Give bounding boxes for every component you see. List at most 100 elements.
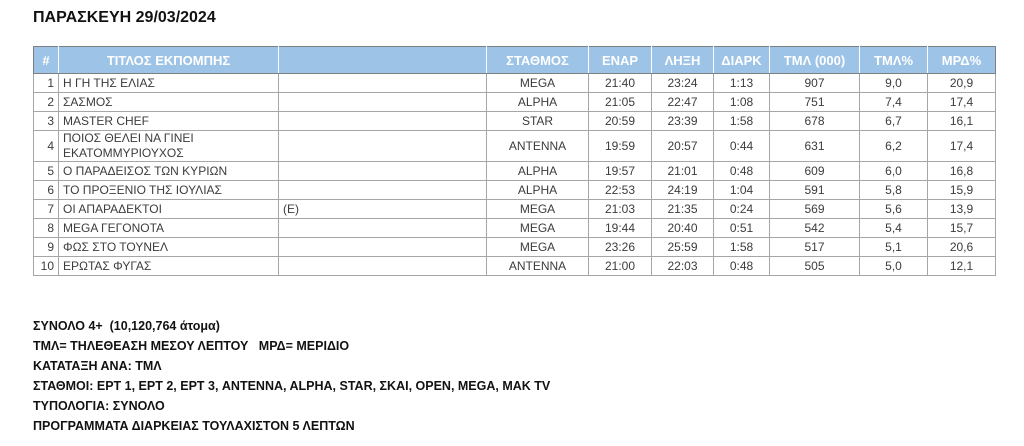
cell-end: 20:40 [651, 218, 714, 238]
cell-station: ANTENNA [486, 130, 589, 162]
cell-rank: 7 [33, 199, 59, 219]
cell-end: 21:35 [651, 199, 714, 219]
cell-station: ALPHA [486, 161, 589, 181]
table-row: 2 ΣΑΣΜΟΣ ALPHA 21:05 22:47 1:08 751 7,4 … [33, 92, 996, 112]
cell-station: MEGA [486, 199, 589, 219]
cell-station: MEGA [486, 218, 589, 238]
cell-tml-pct: 5,4 [859, 218, 928, 238]
cell-duration: 0:44 [713, 130, 770, 162]
page-title: ΠΑΡΑΣΚΕΥΗ 29/03/2024 [33, 9, 216, 26]
cell-mrd-pct: 16,1 [927, 111, 996, 131]
cell-title: Ο ΠΑΡΑΔΕΙΣΟΣ ΤΩΝ ΚΥΡΙΩΝ [58, 161, 279, 181]
cell-end: 21:01 [651, 161, 714, 181]
cell-start: 23:26 [588, 237, 652, 257]
cell-duration: 1:08 [713, 92, 770, 112]
cell-end: 25:59 [651, 237, 714, 257]
cell-end: 24:19 [651, 180, 714, 200]
cell-start: 21:05 [588, 92, 652, 112]
cell-title: Η ΓΗ ΤΗΣ ΕΛΙΑΣ [58, 73, 279, 93]
cell-note [278, 218, 487, 238]
cell-tml-000: 609 [769, 161, 860, 181]
cell-station: ALPHA [486, 180, 589, 200]
table-row: 1 Η ΓΗ ΤΗΣ ΕΛΙΑΣ MEGA 21:40 23:24 1:13 9… [33, 73, 996, 93]
cell-tml-000: 517 [769, 237, 860, 257]
cell-title: ΠΟΙΟΣ ΘΕΛΕΙ ΝΑ ΓΙΝΕΙ ΕΚΑΤΟΜΜΥΡΙΟΥΧΟΣ [58, 130, 279, 162]
cell-start: 22:53 [588, 180, 652, 200]
table-row: 9 ΦΩΣ ΣΤΟ ΤΟΥΝΕΛ MEGA 23:26 25:59 1:58 5… [33, 237, 996, 257]
col-header-note [278, 46, 487, 74]
col-header-end: ΛΗΞΗ [651, 46, 714, 74]
cell-note [278, 111, 487, 131]
footnotes: ΣΥΝΟΛΟ 4+ (10,120,764 άτομα) ΤΜΛ= ΤΗΛΕΘΕ… [33, 319, 1024, 433]
cell-tml-000: 751 [769, 92, 860, 112]
cell-start: 19:44 [588, 218, 652, 238]
cell-tml-000: 678 [769, 111, 860, 131]
cell-mrd-pct: 13,9 [927, 199, 996, 219]
cell-note [278, 92, 487, 112]
cell-station: STAR [486, 111, 589, 131]
cell-title: ΟΙ ΑΠΑΡΑΔΕΚΤΟΙ [58, 199, 279, 219]
cell-duration: 0:48 [713, 161, 770, 181]
cell-note [278, 180, 487, 200]
footnote-abbreviations: ΤΜΛ= ΤΗΛΕΘΕΑΣΗ ΜΕΣΟΥ ΛΕΠΤΟΥ ΜΡΔ= ΜΕΡΙΔΙΟ [33, 339, 350, 353]
col-header-tml-pct: ΤΜΛ% [859, 46, 928, 74]
cell-rank: 5 [33, 161, 59, 181]
cell-start: 21:00 [588, 256, 652, 276]
cell-duration: 0:24 [713, 199, 770, 219]
table-row: 5 Ο ΠΑΡΑΔΕΙΣΟΣ ΤΩΝ ΚΥΡΙΩΝ ALPHA 19:57 21… [33, 161, 996, 181]
cell-mrd-pct: 20,6 [927, 237, 996, 257]
cell-rank: 8 [33, 218, 59, 238]
cell-duration: 1:13 [713, 73, 770, 93]
cell-tml-pct: 5,8 [859, 180, 928, 200]
cell-title: ΦΩΣ ΣΤΟ ΤΟΥΝΕΛ [58, 237, 279, 257]
table-row: 8 MEGA ΓΕΓΟΝΟΤΑ MEGA 19:44 20:40 0:51 54… [33, 218, 996, 238]
header-row: # ΤΙΤΛΟΣ ΕΚΠΟΜΠΗΣ ΣΤΑΘΜΟΣ ΕΝΑΡ ΛΗΞΗ ΔΙΑΡ… [33, 46, 996, 74]
cell-station: MEGA [486, 73, 589, 93]
table-row: 4 ΠΟΙΟΣ ΘΕΛΕΙ ΝΑ ΓΙΝΕΙ ΕΚΑΤΟΜΜΥΡΙΟΥΧΟΣ A… [33, 130, 996, 162]
table-row: 3 MASTER CHEF STAR 20:59 23:39 1:58 678 … [33, 111, 996, 131]
footnote-min-duration: ΠΡΟΓΡΑΜΜΑΤΑ ΔΙΑΡΚΕΙΑΣ ΤΟΥΛΑΧΙΣΤΟΝ 5 ΛΕΠΤ… [33, 419, 355, 433]
cell-tml-pct: 5,1 [859, 237, 928, 257]
cell-tml-pct: 7,4 [859, 92, 928, 112]
cell-tml-pct: 6,2 [859, 130, 928, 162]
footnote-typology: ΤΥΠΟΛΟΓΙΑ: ΣΥΝΟΛΟ [33, 399, 165, 413]
cell-mrd-pct: 17,4 [927, 92, 996, 112]
cell-rank: 6 [33, 180, 59, 200]
cell-end: 23:39 [651, 111, 714, 131]
ratings-table: # ΤΙΤΛΟΣ ΕΚΠΟΜΠΗΣ ΣΤΑΘΜΟΣ ΕΝΑΡ ΛΗΞΗ ΔΙΑΡ… [33, 46, 996, 276]
cell-mrd-pct: 15,7 [927, 218, 996, 238]
table-row: 7 ΟΙ ΑΠΑΡΑΔΕΚΤΟΙ (Ε) MEGA 21:03 21:35 0:… [33, 199, 996, 219]
cell-mrd-pct: 17,4 [927, 130, 996, 162]
footnote-universe: ΣΥΝΟΛΟ 4+ (10,120,764 άτομα) [33, 319, 220, 333]
col-header-duration: ΔΙΑΡΚ [713, 46, 770, 74]
cell-duration: 1:04 [713, 180, 770, 200]
cell-rank: 3 [33, 111, 59, 131]
cell-end: 22:03 [651, 256, 714, 276]
cell-station: ANTENNA [486, 256, 589, 276]
cell-mrd-pct: 20,9 [927, 73, 996, 93]
col-header-tml-000: ΤΜΛ (000) [769, 46, 860, 74]
cell-end: 22:47 [651, 92, 714, 112]
footnote-ranking: ΚΑΤΑΤΑΞΗ ΑΝΑ: ΤΜΛ [33, 359, 162, 373]
cell-tml-000: 542 [769, 218, 860, 238]
cell-start: 19:57 [588, 161, 652, 181]
cell-title: MASTER CHEF [58, 111, 279, 131]
cell-note [278, 161, 487, 181]
cell-rank: 9 [33, 237, 59, 257]
cell-tml-pct: 9,0 [859, 73, 928, 93]
cell-start: 21:40 [588, 73, 652, 93]
cell-tml-pct: 6,0 [859, 161, 928, 181]
cell-note [278, 130, 487, 162]
col-header-start: ΕΝΑΡ [588, 46, 652, 74]
cell-mrd-pct: 16,8 [927, 161, 996, 181]
cell-tml-000: 907 [769, 73, 860, 93]
cell-duration: 0:51 [713, 218, 770, 238]
cell-tml-000: 591 [769, 180, 860, 200]
cell-station: ALPHA [486, 92, 589, 112]
cell-note [278, 237, 487, 257]
report-page: ΠΑΡΑΣΚΕΥΗ 29/03/2024 # ΤΙΤΛΟΣ ΕΚΠΟΜΠΗΣ Σ… [33, 9, 1024, 433]
cell-start: 21:03 [588, 199, 652, 219]
cell-note [278, 73, 487, 93]
cell-title: ΣΑΣΜΟΣ [58, 92, 279, 112]
cell-station: MEGA [486, 237, 589, 257]
